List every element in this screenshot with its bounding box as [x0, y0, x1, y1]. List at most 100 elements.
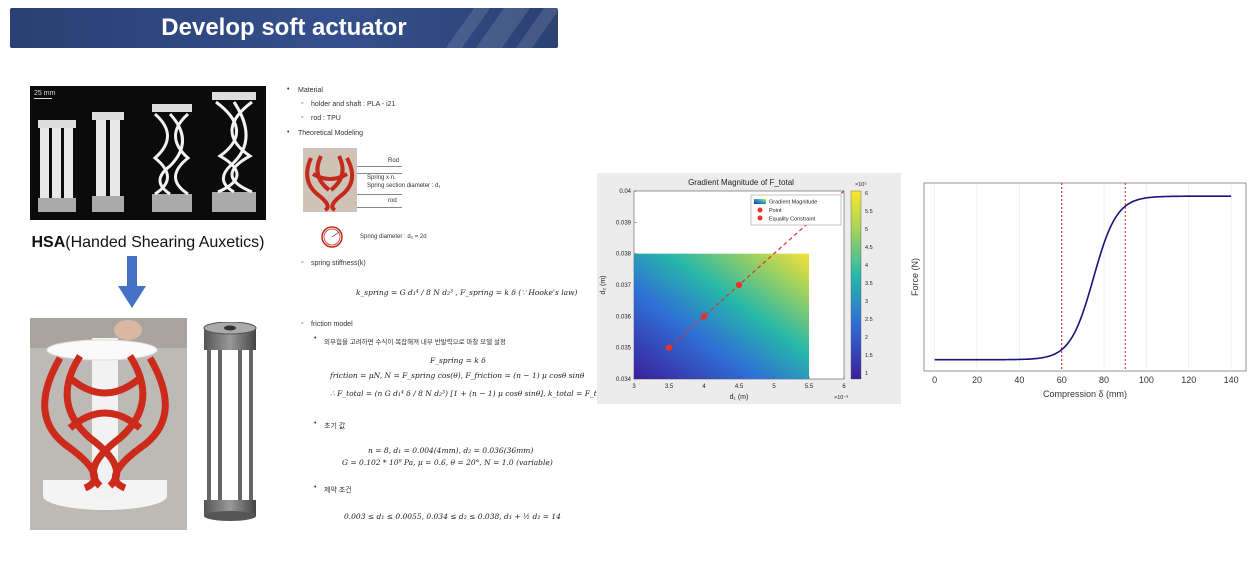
y-tick-label: 0.039: [616, 220, 632, 226]
y-tick-label: 0.036: [616, 314, 632, 320]
figure-label-spring-section: Spring section diameter : d₁: [367, 183, 441, 189]
korean-note: 외부힘을 고려하면 수식이 복잡해져 내부 반발력으로 마찰 모델 설정: [324, 339, 506, 346]
colorbar-tick-label: 1.5: [865, 353, 873, 359]
sub-bullet-icon: ◦: [301, 259, 304, 266]
spring-figure: [303, 148, 357, 212]
x-tick-label: 60: [1057, 375, 1067, 385]
page-title: Develop soft actuator: [161, 14, 407, 41]
legend-swatch-gradient: [754, 199, 766, 204]
legend-point-label: Point: [769, 208, 782, 214]
friction-equation-1: F_spring = k δ: [430, 356, 486, 365]
legend-gradient-label: Gradient Magnitude: [769, 200, 817, 206]
x-tick-label: 5: [772, 384, 776, 390]
hsa-caption: HSA(Handed Shearing Auxetics): [31, 234, 265, 251]
rod-text: rod : TPU: [311, 115, 341, 122]
bullet-icon: •: [314, 420, 317, 427]
x-tick-label: 80: [1099, 375, 1109, 385]
title-banner: Develop soft actuator: [10, 8, 558, 48]
x-tick-label: 3: [632, 384, 636, 390]
bullet-icon: •: [314, 335, 317, 342]
x-tick-label: 20: [972, 375, 982, 385]
colorbar-tick-label: 4: [865, 263, 868, 269]
plot-area: [923, 182, 1247, 372]
y-axis-label: Force (N): [910, 258, 920, 296]
colorbar-tick-label: 5: [865, 227, 868, 233]
hsa-photo: 25 mm: [30, 86, 266, 220]
y-tick-label: 0.04: [619, 189, 631, 195]
x-axis-label: d₁ (m): [730, 394, 749, 401]
figure-pointer-line: [357, 207, 402, 208]
y-tick-label: 0.037: [616, 283, 632, 289]
spring-ring-icon: [321, 226, 343, 248]
gradient-magnitude-chart: Gradient Magnitude of F_total 3 3.5 4 4.5 5 5…: [597, 173, 901, 404]
data-point: [735, 281, 743, 289]
x-tick-label: 100: [1139, 375, 1154, 385]
bullet-icon: •: [314, 484, 317, 491]
heatmap-region: [634, 253, 809, 379]
theoretical-heading: Theoretical Modeling: [298, 130, 363, 137]
stiffness-equation: k_spring = G d₁⁴ / 8 N d₂³ , F_spring = …: [356, 288, 578, 297]
initial-values-heading: 초기 값: [324, 423, 346, 430]
colorbar-tick-label: 6: [865, 191, 868, 197]
holder-text: holder and shaft : PLA - i21: [311, 101, 396, 108]
colorbar-multiplier: ×10⁵: [855, 181, 867, 188]
y-tick-label: 0.035: [616, 346, 632, 352]
sub-bullet-icon: ◦: [301, 100, 304, 107]
x-multiplier: ×10⁻³: [834, 395, 848, 401]
legend-constraint-label: Equality Constraint: [769, 217, 816, 223]
gradient-chart-svg: Gradient Magnitude of F_total 3 3.5 4 4.5 5 5…: [600, 178, 873, 401]
figure-label-rod-top: Rod: [388, 158, 400, 164]
legend-point-marker: [757, 207, 763, 213]
scale-bar-label: 25 mm: [34, 90, 56, 97]
figure-pointer-line: [357, 194, 402, 195]
x-tick-label: 4: [702, 384, 706, 390]
initial-equation-2: G = 0.102 * 10⁹ Pa, μ = 0.6, θ = 20°, N …: [342, 458, 553, 467]
stiffness-heading: spring stiffness(k): [311, 260, 366, 267]
friction-equation-3: ∴ F_total = (n G d₁⁴ δ / 8 N d₂³) [1 + (…: [330, 389, 623, 398]
x-axis-label: Compression δ (mm): [1043, 389, 1127, 399]
hsa-samples-image: [38, 92, 256, 212]
sub-bullet-icon: ◦: [301, 320, 304, 327]
colorbar-tick-label: 2.5: [865, 317, 873, 323]
x-tick-label: 6: [842, 384, 846, 390]
colorbar: [850, 190, 862, 380]
x-tick-label: 0: [932, 375, 937, 385]
x-tick-label: 40: [1014, 375, 1024, 385]
soft-actuator-photo: [30, 318, 187, 530]
cad-model-image: [203, 322, 257, 521]
figure-label-rod-bottom: rod: [388, 198, 397, 204]
data-point: [700, 313, 708, 320]
x-tick-label: 140: [1224, 375, 1239, 385]
x-tick-label: 5.5: [805, 384, 814, 390]
force-compression-chart: 0 20 40 60 80 100 120 140 Compression δ (mm) Fo…: [906, 173, 1249, 404]
x-tick-label: 120: [1181, 375, 1196, 385]
sub-bullet-icon: ◦: [301, 114, 304, 121]
y-axis-label: d₂ (m): [600, 275, 607, 294]
colorbar-tick-label: 3: [865, 299, 868, 305]
constraint-heading: 제약 조건: [324, 487, 352, 494]
colorbar-tick-label: 1: [865, 371, 868, 377]
force-curve: [934, 195, 1232, 361]
bullet-icon: •: [287, 86, 290, 93]
scale-bar: [34, 98, 52, 99]
y-tick-label: 0.034: [616, 377, 632, 383]
spring-diameter-label: Spring diameter : d₂ = 2d: [360, 234, 427, 240]
constraint-equation: 0.003 ≤ d₁ ≤ 0.0055, 0.034 ≤ d₂ ≤ 0.038,…: [344, 512, 561, 521]
colorbar-tick-label: 5.5: [865, 209, 873, 215]
figure-pointer-line: [357, 166, 402, 167]
down-arrow-icon: [118, 256, 146, 308]
bullet-icon: •: [287, 129, 290, 136]
data-point: [665, 344, 673, 351]
actuator-image: [30, 318, 187, 530]
colorbar-tick-label: 3.5: [865, 281, 873, 287]
friction-equation-2: friction = μN, N = F_spring cos(θ), F_fr…: [330, 371, 585, 380]
material-heading: Material: [298, 87, 323, 94]
x-tick-label: 3.5: [665, 384, 674, 390]
x-tick-label: 4.5: [735, 384, 744, 390]
colorbar-tick-label: 2: [865, 335, 868, 341]
colorbar-tick-label: 4.5: [865, 245, 873, 251]
chart-title: Gradient Magnitude of F_total: [688, 178, 794, 187]
figure-label-spring: Spring x n.: [367, 175, 396, 181]
y-tick-label: 0.038: [616, 252, 632, 258]
force-chart-svg: 0 20 40 60 80 100 120 140 Compression δ (mm) Fo…: [910, 182, 1247, 399]
